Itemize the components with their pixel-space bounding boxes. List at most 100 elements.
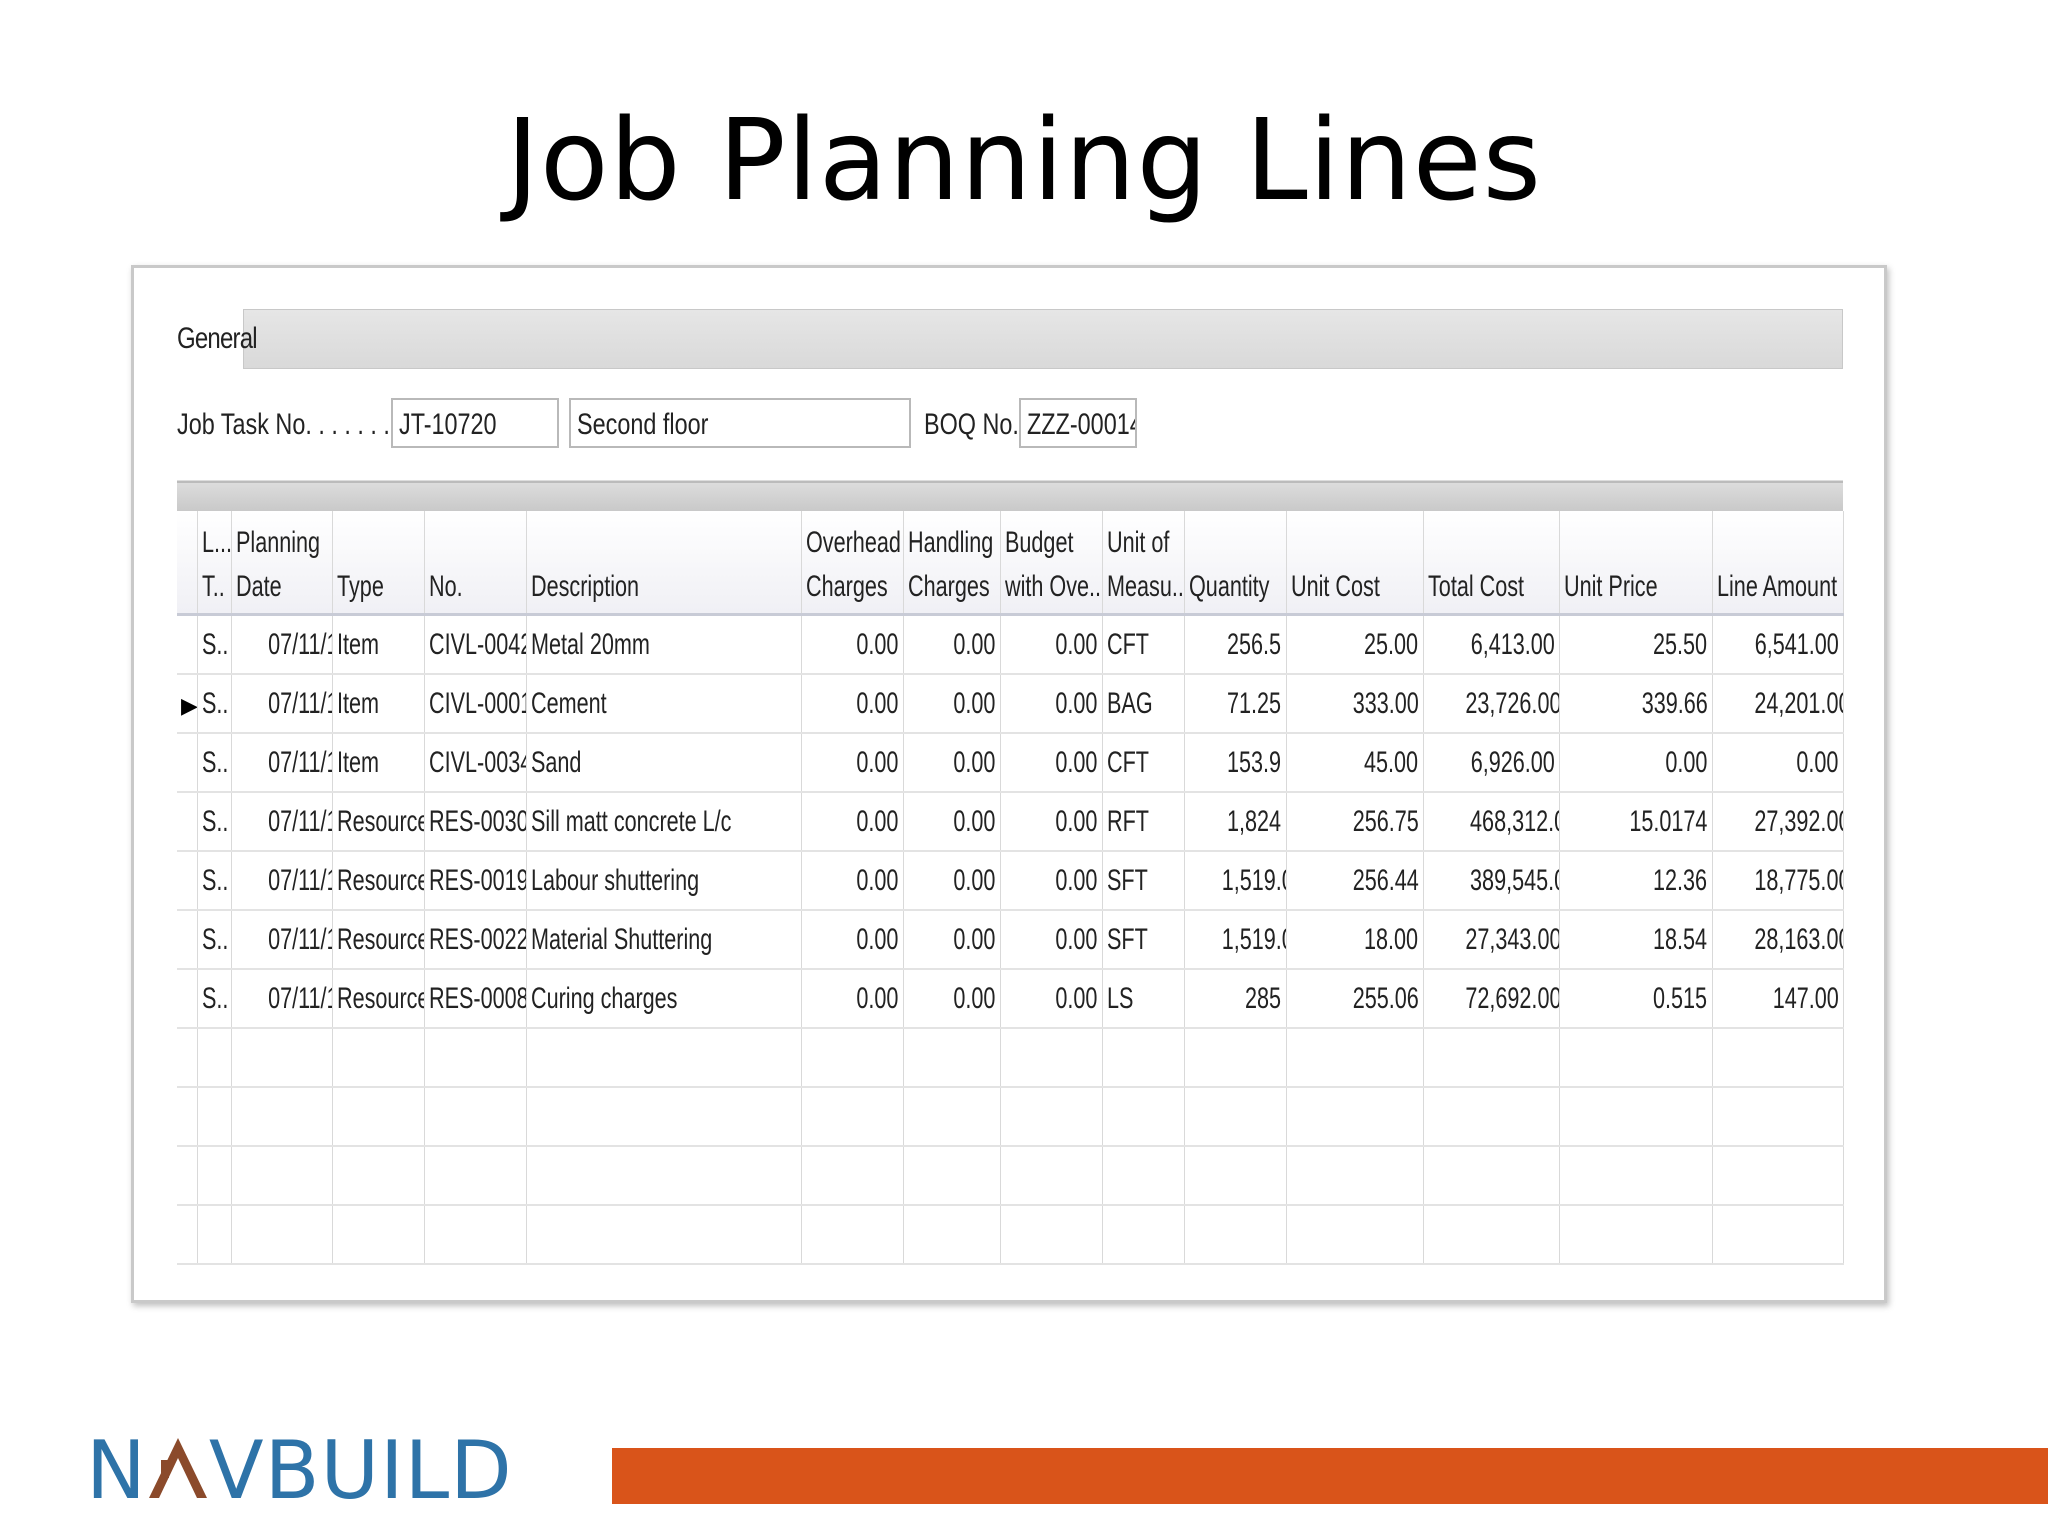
cell-unit-cost[interactable]: 256.75	[1286, 792, 1424, 852]
cell-quantity[interactable]: 71.25	[1184, 674, 1287, 734]
cell-lt[interactable]: S..	[197, 792, 232, 852]
job-task-no-field[interactable]: JT-10720	[391, 398, 559, 448]
row-selector[interactable]	[177, 1087, 198, 1147]
empty-cell[interactable]	[1184, 1205, 1287, 1265]
cell-no[interactable]: RES-0030	[424, 792, 527, 852]
cell-type[interactable]: Resource	[332, 792, 425, 852]
cell-handling[interactable]: 0.00	[903, 792, 1001, 852]
empty-cell[interactable]	[231, 1205, 333, 1265]
empty-cell[interactable]	[332, 1146, 425, 1206]
empty-cell[interactable]	[1559, 1028, 1713, 1088]
column-header[interactable]: Unit Price	[1559, 511, 1713, 616]
general-fasttab[interactable]: General	[177, 308, 1843, 370]
empty-row[interactable]	[177, 1205, 1844, 1265]
cell-date[interactable]: 07/11/12	[231, 733, 333, 793]
table-row[interactable]: ▶S..07/11/12ItemCIVL-0001Cement0.000.000…	[177, 674, 1844, 734]
cell-no[interactable]: RES-0008	[424, 969, 527, 1029]
cell-total-cost[interactable]: 6,926.00	[1423, 733, 1560, 793]
cell-quantity[interactable]: 153.9	[1184, 733, 1287, 793]
empty-cell[interactable]	[197, 1146, 232, 1206]
empty-cell[interactable]	[1286, 1028, 1424, 1088]
empty-cell[interactable]	[903, 1205, 1001, 1265]
cell-total-cost[interactable]: 389,545.00	[1423, 851, 1560, 911]
empty-cell[interactable]	[1559, 1146, 1713, 1206]
cell-handling[interactable]: 0.00	[903, 910, 1001, 970]
cell-line-amount[interactable]: 27,392.00	[1712, 792, 1844, 852]
empty-cell[interactable]	[332, 1087, 425, 1147]
cell-total-cost[interactable]: 6,413.00	[1423, 614, 1560, 675]
cell-unit-price[interactable]: 0.515	[1559, 969, 1713, 1029]
cell-lt[interactable]: S..	[197, 614, 232, 675]
cell-lt[interactable]: S..	[197, 674, 232, 734]
cell-no[interactable]: CIVL-0034	[424, 733, 527, 793]
cell-description[interactable]: Material Shuttering	[526, 910, 802, 970]
column-header[interactable]: Handling Charges	[903, 511, 1001, 616]
empty-row[interactable]	[177, 1087, 1844, 1147]
column-header[interactable]: Line Amount	[1712, 511, 1844, 616]
empty-cell[interactable]	[332, 1028, 425, 1088]
cell-line-amount[interactable]: 18,775.00	[1712, 851, 1844, 911]
column-header[interactable]: Budget with Ove...	[1000, 511, 1103, 616]
cell-line-amount[interactable]: 6,541.00	[1712, 614, 1844, 675]
general-tab-bar[interactable]	[243, 309, 1843, 369]
cell-unit-price[interactable]: 0.00	[1559, 733, 1713, 793]
empty-cell[interactable]	[424, 1028, 527, 1088]
row-selector[interactable]	[177, 1205, 198, 1265]
empty-cell[interactable]	[231, 1028, 333, 1088]
column-header[interactable]: Type	[332, 511, 425, 616]
cell-overhead[interactable]: 0.00	[801, 910, 904, 970]
row-selector[interactable]	[177, 792, 198, 852]
cell-budget[interactable]: 0.00	[1000, 674, 1103, 734]
cell-unit-cost[interactable]: 333.00	[1286, 674, 1424, 734]
cell-uom[interactable]: SFT	[1102, 851, 1185, 911]
empty-row[interactable]	[177, 1146, 1844, 1206]
cell-overhead[interactable]: 0.00	[801, 851, 904, 911]
cell-uom[interactable]: BAG	[1102, 674, 1185, 734]
empty-cell[interactable]	[231, 1087, 333, 1147]
empty-cell[interactable]	[1184, 1028, 1287, 1088]
empty-cell[interactable]	[801, 1146, 904, 1206]
cell-description[interactable]: Cement	[526, 674, 802, 734]
empty-cell[interactable]	[197, 1028, 232, 1088]
cell-date[interactable]: 07/11/12	[231, 614, 333, 675]
empty-cell[interactable]	[332, 1205, 425, 1265]
cell-quantity[interactable]: 1,519.05	[1184, 910, 1287, 970]
empty-cell[interactable]	[801, 1028, 904, 1088]
cell-budget[interactable]: 0.00	[1000, 910, 1103, 970]
empty-cell[interactable]	[526, 1205, 802, 1265]
cell-date[interactable]: 07/11/12	[231, 910, 333, 970]
empty-cell[interactable]	[1000, 1087, 1103, 1147]
cell-overhead[interactable]: 0.00	[801, 792, 904, 852]
empty-cell[interactable]	[1286, 1146, 1424, 1206]
empty-cell[interactable]	[903, 1087, 1001, 1147]
row-selector[interactable]	[177, 1028, 198, 1088]
empty-cell[interactable]	[1559, 1087, 1713, 1147]
empty-cell[interactable]	[1423, 1087, 1560, 1147]
empty-cell[interactable]	[1000, 1028, 1103, 1088]
cell-budget[interactable]: 0.00	[1000, 614, 1103, 675]
empty-cell[interactable]	[1286, 1087, 1424, 1147]
cell-quantity[interactable]: 1,824	[1184, 792, 1287, 852]
empty-cell[interactable]	[1423, 1028, 1560, 1088]
cell-overhead[interactable]: 0.00	[801, 614, 904, 675]
cell-total-cost[interactable]: 468,312.00	[1423, 792, 1560, 852]
column-header[interactable]: Quantity	[1184, 511, 1287, 616]
column-header[interactable]: No.	[424, 511, 527, 616]
empty-cell[interactable]	[1712, 1087, 1844, 1147]
row-selector[interactable]	[177, 733, 198, 793]
empty-cell[interactable]	[801, 1205, 904, 1265]
cell-uom[interactable]: RFT	[1102, 792, 1185, 852]
cell-uom[interactable]: CFT	[1102, 733, 1185, 793]
cell-uom[interactable]: LS	[1102, 969, 1185, 1029]
empty-cell[interactable]	[903, 1146, 1001, 1206]
empty-cell[interactable]	[231, 1146, 333, 1206]
cell-line-amount[interactable]: 28,163.00	[1712, 910, 1844, 970]
column-header[interactable]: Total Cost	[1423, 511, 1560, 616]
cell-unit-price[interactable]: 18.54	[1559, 910, 1713, 970]
empty-cell[interactable]	[1423, 1205, 1560, 1265]
cell-uom[interactable]: CFT	[1102, 614, 1185, 675]
cell-total-cost[interactable]: 72,692.00	[1423, 969, 1560, 1029]
